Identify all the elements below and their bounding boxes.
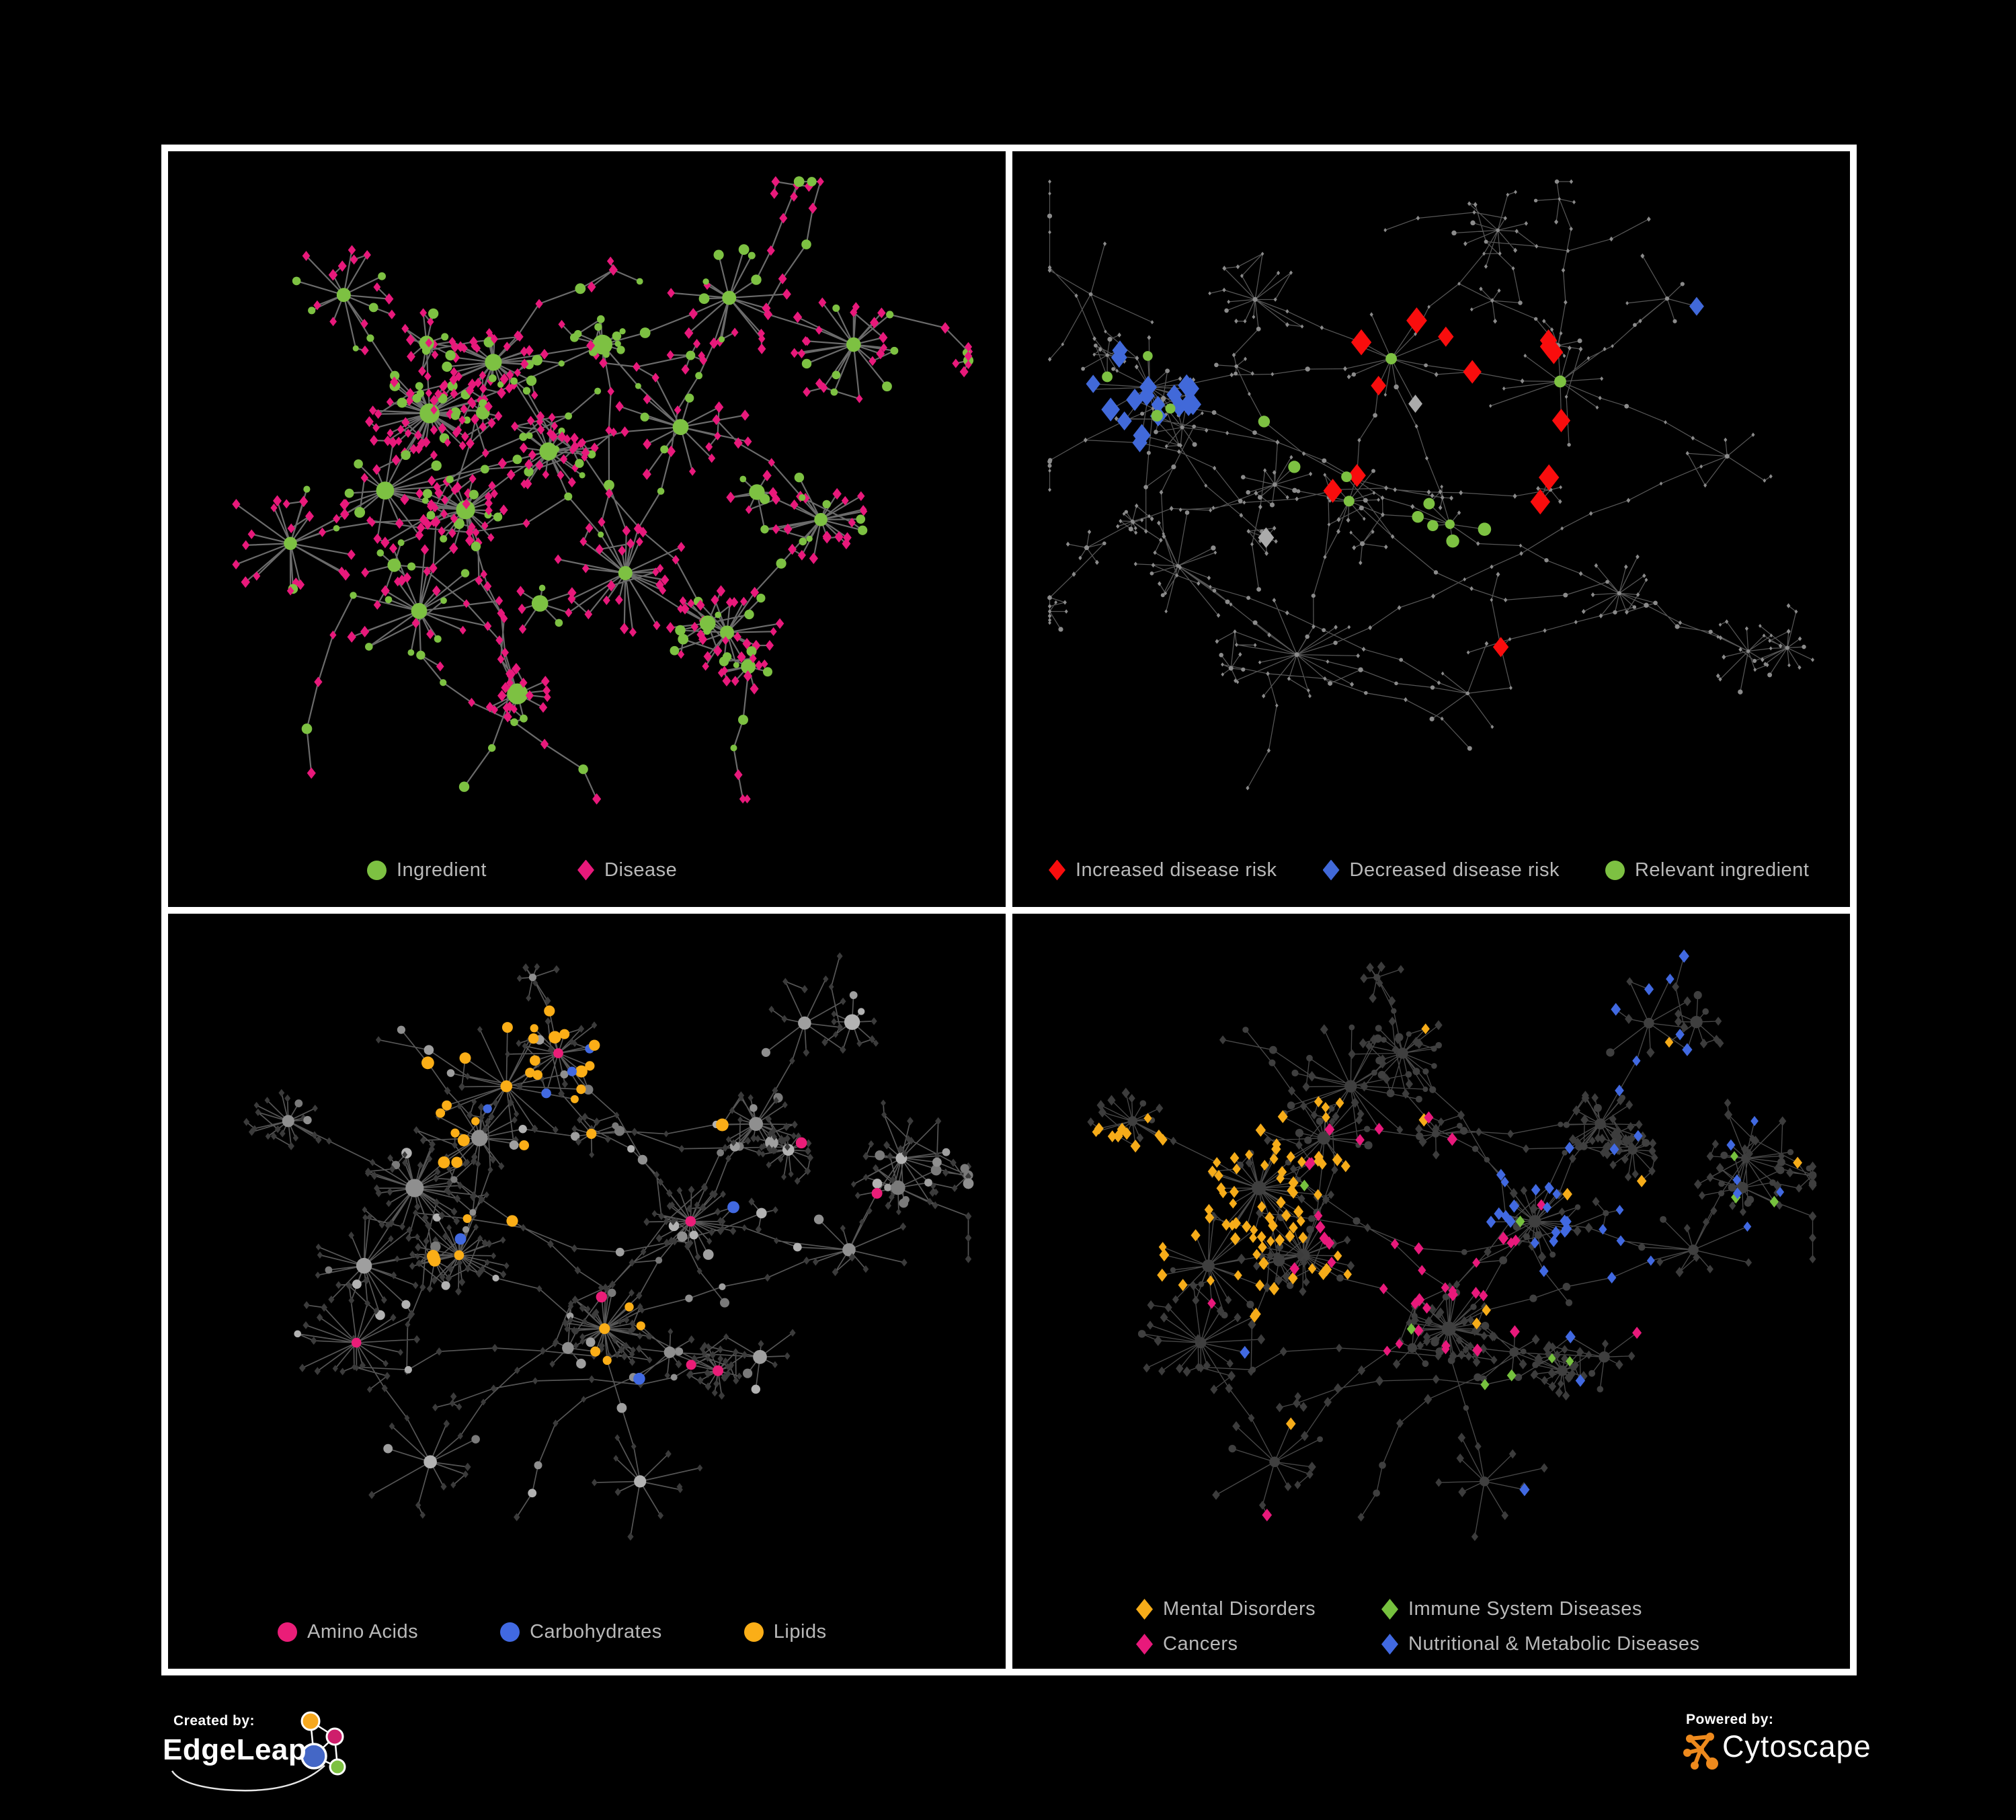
panel-ingredient-disease: Ingredient Disease [168, 151, 1006, 907]
legend-label: Carbohydrates [530, 1621, 662, 1643]
legend-label: Nutritional & Metabolic Diseases [1408, 1633, 1700, 1655]
lipids-marker-icon [743, 1622, 764, 1642]
decreased-risk-marker-icon [1322, 859, 1340, 881]
immune-diseases-marker-icon [1381, 1599, 1398, 1620]
legend-item: Ingredient [367, 859, 487, 881]
relevant-ingredient-marker-icon [1605, 860, 1625, 880]
legend-label: Immune System Diseases [1408, 1598, 1642, 1620]
network-graph-disease-classes [1087, 949, 1817, 1541]
increased-risk-marker-icon [1049, 859, 1065, 881]
network-graph-disease-risk [1047, 179, 1814, 791]
disease-marker-icon [577, 859, 594, 881]
legend-disease-classes: Mental Disorders Immune System Diseases … [1136, 1598, 1699, 1655]
edgeleap-logo-icon [171, 1711, 346, 1792]
legend-label: Mental Disorders [1163, 1598, 1316, 1620]
legend-label: Increased disease risk [1076, 859, 1277, 881]
cancers-marker-icon [1136, 1634, 1153, 1655]
legend-item: Increased disease risk [1049, 859, 1277, 881]
panel-nutrient-classes: Amino Acids Carbohydrates Lipids [168, 913, 1006, 1669]
nutritional-metabolic-marker-icon [1381, 1634, 1398, 1655]
legend-label: Cancers [1163, 1633, 1238, 1655]
legend-ingredient-disease: Ingredient Disease [367, 859, 677, 881]
cytoscape-logo-icon [1683, 1733, 1718, 1770]
mental-disorders-marker-icon [1136, 1599, 1153, 1620]
legend-item: Nutritional & Metabolic Diseases [1381, 1633, 1699, 1655]
legend-label: Amino Acids [307, 1621, 419, 1643]
legend-item: Relevant ingredient [1605, 859, 1809, 881]
legend-item: Disease [577, 859, 677, 881]
legend-item: Mental Disorders [1136, 1598, 1381, 1620]
panel-disease-classes: Mental Disorders Immune System Diseases … [1012, 913, 1850, 1669]
cytoscape-credit: Powered by: Cytoscape [1679, 1706, 1908, 1787]
edgeleap-brand: EdgeLeap [163, 1733, 307, 1766]
legend-item: Decreased disease risk [1322, 859, 1560, 881]
edgeleap-credit: Created by: EdgeLeap [161, 1706, 403, 1817]
legend-label: Relevant ingredient [1634, 859, 1810, 881]
amino-acids-marker-icon [278, 1622, 297, 1642]
legend-nutrient-classes: Amino Acids Carbohydrates Lipids [278, 1621, 827, 1643]
panel-grid: Ingredient Disease Increased disease ris… [161, 145, 1857, 1675]
legend-label: Ingredient [397, 859, 487, 881]
legend-label: Lipids [773, 1621, 827, 1643]
legend-item: Carbohydrates [500, 1621, 662, 1643]
network-graph-ingredient-disease [232, 176, 974, 805]
cytoscape-brand: Cytoscape [1722, 1729, 1871, 1764]
legend-label: Decreased disease risk [1349, 859, 1560, 881]
ingredient-marker-icon [367, 860, 387, 880]
legend-item: Cancers [1136, 1633, 1381, 1655]
legend-item: Lipids [743, 1621, 827, 1643]
created-by-label: Created by: [173, 1713, 255, 1729]
carbohydrates-marker-icon [500, 1622, 520, 1642]
network-graph-nutrient-classes [243, 952, 974, 1541]
legend-disease-risk: Increased disease risk Decreased disease… [1049, 859, 1809, 881]
panel-disease-risk: Increased disease risk Decreased disease… [1012, 151, 1850, 907]
legend-label: Disease [604, 859, 678, 881]
legend-item: Amino Acids [278, 1621, 418, 1643]
powered-by-label: Powered by: [1686, 1712, 1774, 1727]
legend-item: Immune System Diseases [1381, 1598, 1699, 1620]
